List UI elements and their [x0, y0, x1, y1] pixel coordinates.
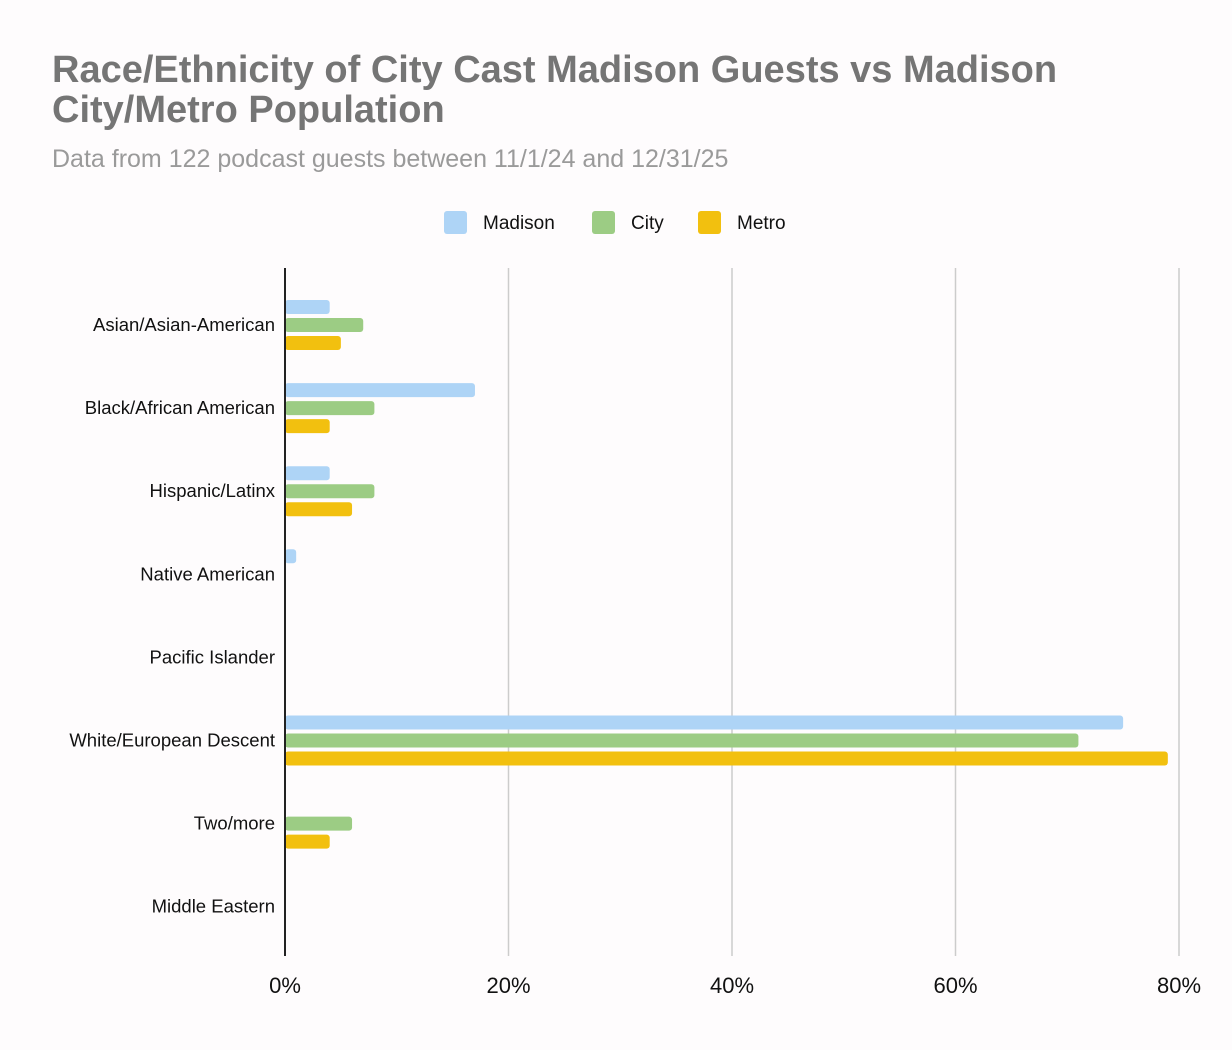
bar-metro-hispanic-latinx — [285, 502, 353, 517]
bar-metro-black-african-american — [285, 419, 330, 434]
bar-madison-asian-asian-american — [285, 300, 330, 314]
y-label-middle-eastern: Middle Eastern — [152, 896, 275, 917]
legend-swatch-madison — [444, 211, 467, 234]
x-tick-label-20: 20% — [486, 973, 530, 998]
x-tick-label-60: 60% — [933, 973, 977, 998]
x-axis-tick-labels: 0% 20% 40% 60% 80% — [269, 973, 1201, 998]
bar-madison-black-african-american — [285, 383, 475, 398]
y-label-two-more: Two/more — [194, 813, 275, 834]
legend-swatch-city — [592, 211, 615, 234]
y-label-pacific-islander: Pacific Islander — [150, 646, 275, 667]
x-tick-label-80: 80% — [1157, 973, 1201, 998]
y-label-black-african-american: Black/African American — [85, 397, 275, 418]
x-gridlines — [507, 268, 1180, 956]
y-label-hispanic-latinx: Hispanic/Latinx — [150, 480, 276, 501]
y-label-asian-asian-american: Asian/Asian-American — [93, 314, 275, 335]
y-label-native-american: Native American — [140, 563, 275, 584]
bar-city-asian-asian-american — [285, 318, 364, 332]
x-tick-label-0: 0% — [269, 973, 301, 998]
bar-madison-native-american — [285, 549, 297, 564]
bar-metro-white-european-descent — [285, 751, 1168, 766]
legend-swatch-metro — [698, 211, 721, 234]
chart-bars — [285, 300, 1168, 849]
legend-label-madison: Madison — [483, 213, 555, 234]
bar-metro-asian-asian-american — [285, 336, 341, 350]
bar-madison-hispanic-latinx — [285, 466, 330, 481]
y-axis-labels: Asian/Asian-American Black/African Americ… — [69, 314, 275, 917]
bar-metro-two-more — [285, 834, 330, 849]
bar-city-two-more — [285, 816, 353, 831]
legend-label-metro: Metro — [737, 213, 786, 234]
bar-madison-white-european-descent — [285, 715, 1124, 730]
chart-subtitle: Data from 122 podcast guests between 11/… — [52, 145, 729, 173]
bar-city-black-african-american — [285, 401, 375, 416]
bar-city-hispanic-latinx — [285, 484, 375, 499]
chart-title: Race/Ethnicity of City Cast Madison Gues… — [52, 49, 1058, 131]
legend-label-city: City — [631, 213, 664, 234]
bar-city-white-european-descent — [285, 733, 1079, 748]
y-label-white-european-descent: White/European Descent — [69, 730, 275, 751]
x-tick-label-40: 40% — [710, 973, 754, 998]
chart-legend: Madison City Metro — [444, 211, 786, 234]
